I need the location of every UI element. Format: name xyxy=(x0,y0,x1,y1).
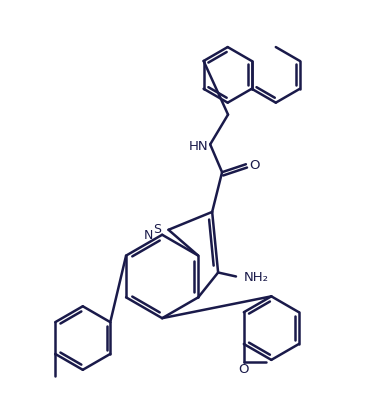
Text: NH₂: NH₂ xyxy=(243,270,268,283)
Text: O: O xyxy=(238,363,249,375)
Text: N: N xyxy=(144,229,153,242)
Text: O: O xyxy=(250,158,260,171)
Text: HN: HN xyxy=(188,140,208,152)
Text: S: S xyxy=(153,223,162,236)
